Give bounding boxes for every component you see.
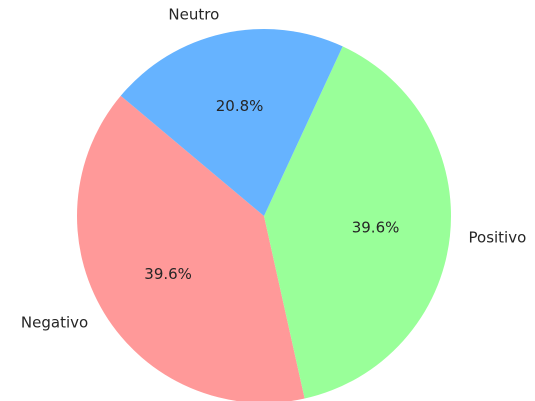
pie-slices bbox=[77, 28, 452, 401]
pie-percent-label-positivo: 39.6% bbox=[352, 219, 400, 237]
pie-category-label-neutro: Neutro bbox=[168, 6, 219, 24]
pie-category-label-negativo: Negativo bbox=[21, 313, 88, 331]
pie-category-label-positivo: Positivo bbox=[469, 229, 527, 247]
pie-percent-label-neutro: 20.8% bbox=[216, 97, 264, 115]
pie-percent-label-negativo: 39.6% bbox=[144, 265, 192, 283]
pie-slice-neutro bbox=[120, 28, 343, 217]
pie-labels: 39.6% Negativo 39.6% Positivo 20.8% Neutro bbox=[21, 6, 526, 332]
pie-slice-positivo bbox=[264, 46, 452, 399]
pie-slice-negativo bbox=[77, 95, 305, 401]
